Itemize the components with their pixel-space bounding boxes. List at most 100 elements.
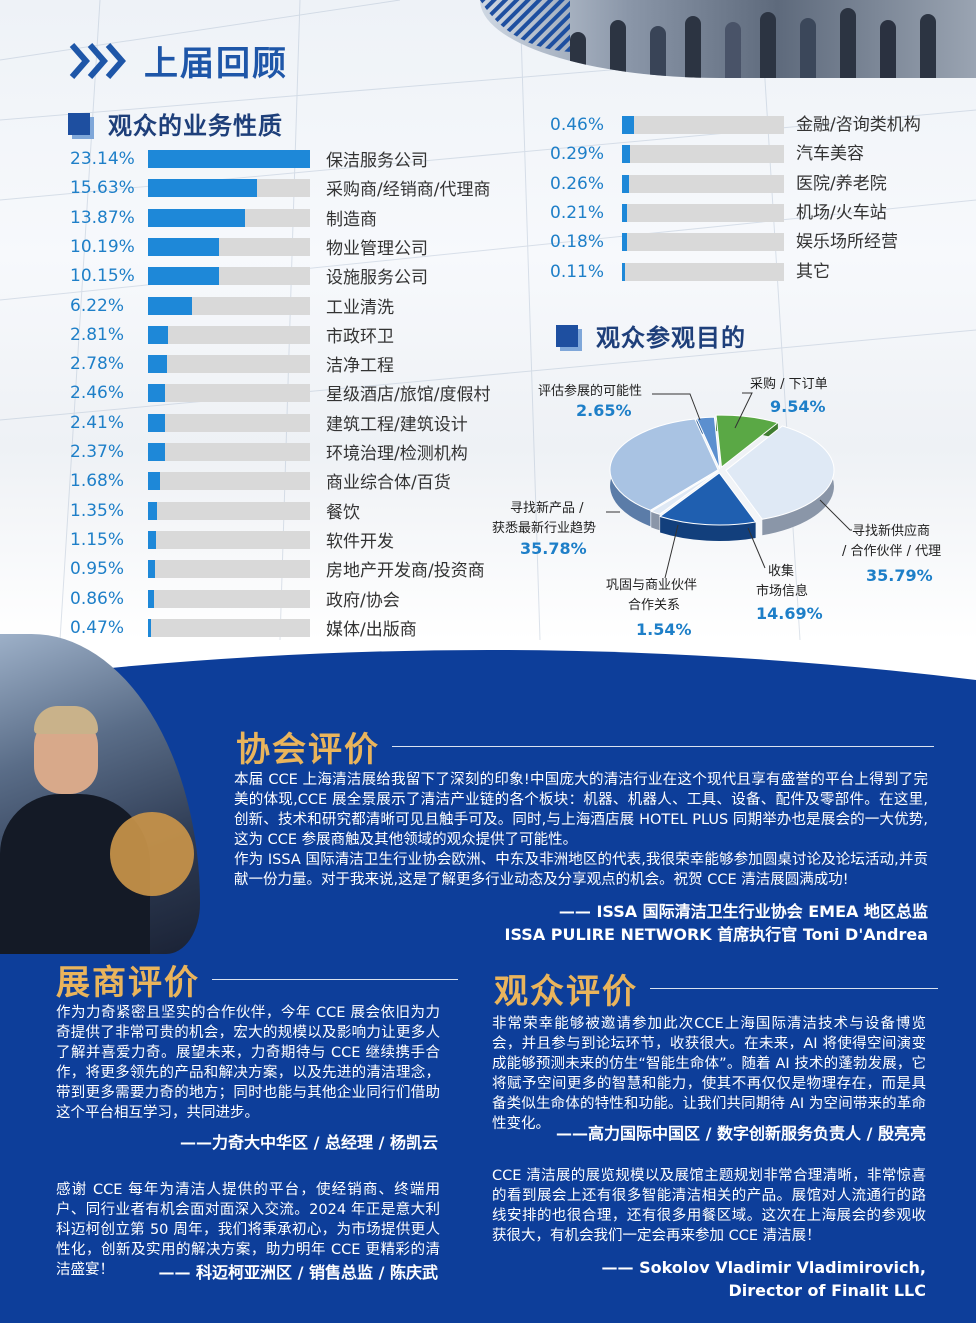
- bar-percent: 2.37%: [70, 442, 125, 462]
- bar: [622, 262, 625, 281]
- bar: [148, 618, 152, 637]
- bar-track: [148, 208, 310, 227]
- bar-track: [148, 443, 310, 461]
- bar-row: 2.41% 建筑工程/建筑设计: [70, 412, 510, 434]
- bar-row: 10.15% 设施服务公司: [70, 266, 510, 287]
- bar-label: 媒体/出版商: [326, 619, 417, 640]
- pie-label-supplier-1: 寻找新供应商: [852, 524, 931, 539]
- bar-percent: 23.14%: [70, 149, 135, 169]
- bar: [148, 355, 168, 374]
- pie-slice: [715, 414, 779, 469]
- bar-track: [148, 355, 310, 374]
- bar-label: 餐饮: [326, 502, 360, 523]
- bar-track: [148, 150, 310, 168]
- bar-label: 软件开发: [326, 531, 394, 552]
- bar-row: 1.68% 商业综合体/百货: [70, 471, 510, 492]
- bar-row: 13.87% 制造商: [70, 207, 510, 229]
- bar: [148, 325, 168, 344]
- bar-percent: 0.47%: [70, 617, 125, 638]
- visitor-signature-1: ——高力国际中国区 / 数字创新服务负责人 / 殷亮亮: [556, 1124, 926, 1143]
- bar-label: 机场/火车站: [796, 202, 887, 223]
- bar-row: 23.14% 保洁服务公司: [70, 149, 510, 170]
- bar-label: 市政环卫: [326, 326, 394, 347]
- bar-percent: 10.15%: [70, 266, 135, 287]
- bar: [148, 179, 258, 198]
- bar-track: [622, 233, 784, 252]
- pie-label-newproduct-1: 寻找新产品 /: [510, 501, 584, 516]
- exhibitor-review-1: 作为力奇紧密且坚实的合作伙伴，今年 CCE 展会依旧为力奇提供了非常可贵的机会，…: [56, 1005, 440, 1121]
- bar: [148, 530, 157, 549]
- bar-percent: 2.41%: [70, 412, 125, 433]
- bar-percent: 0.29%: [550, 144, 605, 165]
- bar-label: 金融/咨询类机构: [796, 115, 921, 135]
- pie-slice: [659, 472, 757, 526]
- header: 上届回顾: [68, 36, 288, 85]
- bar-percent: 6.22%: [70, 295, 125, 316]
- bar-track: [148, 384, 310, 403]
- bar-label: 政府/协会: [326, 590, 400, 611]
- pie-label-partner-1: 巩固与商业伙伴: [606, 578, 698, 593]
- pie-label-newproduct-2: 获悉最新行业趋势: [492, 521, 597, 536]
- visitor-heading: 观众评价: [494, 964, 938, 1013]
- exhibitor-review-2: 感谢 CCE 每年为清洁人提供的平台，使经销商、终端用户、同行业者有机会面对面深…: [56, 1182, 440, 1278]
- bar-percent: 0.95%: [70, 559, 125, 580]
- bar-percent: 0.26%: [550, 173, 605, 194]
- bar-track: [622, 145, 784, 164]
- pie-value-partner: 1.54%: [636, 620, 692, 639]
- chevrons-icon: [69, 42, 126, 79]
- bar: [622, 203, 628, 222]
- pie-value-supplier: 35.79%: [866, 566, 933, 585]
- business-bar-chart-right: 0.46% 金融/咨询类机构 0.29% 汽车美容 0.26% 医院/养老院 0.21% 机场…: [550, 116, 950, 296]
- bar-percent: 1.68%: [70, 471, 125, 492]
- bar-track: [148, 325, 310, 344]
- bar-label: 采购商/经销商/代理商: [326, 180, 491, 201]
- exhibitor-signature-2: —— 科迈柯亚洲区 / 销售总监 / 陈庆武: [158, 1263, 438, 1282]
- bar-label: 医院/养老院: [796, 173, 887, 194]
- bar: [148, 501, 158, 520]
- bar: [148, 208, 246, 227]
- pie-slice: [695, 416, 721, 470]
- bar-row: 2.81% 市政环卫: [70, 325, 510, 347]
- bar: [148, 443, 165, 461]
- pie-label-purchase: 采购 / 下订单: [750, 377, 828, 392]
- bar-percent: 1.35%: [70, 500, 125, 521]
- bar-percent: 0.11%: [550, 261, 605, 282]
- square-bullet-icon: [556, 324, 578, 347]
- bar: [148, 267, 220, 286]
- bar-row: 2.46% 星级酒店/旅馆/度假村: [70, 384, 510, 406]
- bar-label: 房地产开发商/投资商: [326, 561, 485, 582]
- bar: [148, 589, 155, 608]
- pie-slice-side: [651, 511, 660, 531]
- bar-track: [148, 413, 310, 432]
- bar-row: 0.11% 其它: [550, 261, 950, 282]
- purpose-section-title: 观众参观目的: [556, 318, 746, 353]
- bar-track: [148, 589, 310, 608]
- stripe-decoration: [480, 0, 570, 52]
- bar-label: 娱乐场所经营: [796, 232, 898, 253]
- bar-label: 星级酒店/旅馆/度假村: [326, 385, 491, 406]
- bar: [622, 145, 630, 164]
- bar: [148, 560, 155, 579]
- visitor-signature-2: —— Sokolov Vladimir Vladimirovich, Direc…: [601, 1258, 927, 1300]
- bar-track: [148, 530, 310, 549]
- bar-track: [148, 501, 310, 520]
- bar-row: 0.95% 房地产开发商/投资商: [70, 559, 510, 582]
- bar-label: 其它: [796, 261, 830, 282]
- association-review-text: 本届 CCE 上海清洁展给我留下了深刻的印象!中国庞大的清洁行业在这个现代且享有…: [234, 772, 928, 888]
- bar-row: 6.22% 工业清洗: [70, 295, 510, 317]
- pie-leader-lines: [606, 392, 852, 579]
- bar-label: 物业管理公司: [326, 238, 428, 259]
- bar: [148, 413, 165, 432]
- pie-slice: [609, 418, 719, 511]
- exhibitor-heading: 展商评价: [56, 955, 458, 1004]
- bar-percent: 13.87%: [70, 207, 135, 228]
- bar-row: 2.78% 洁净工程: [70, 355, 510, 375]
- bar-track: [622, 203, 784, 222]
- pie-value-purchase: 9.54%: [770, 397, 826, 416]
- pie-label-evaluate: 评估参展的可能性: [538, 384, 643, 399]
- bar-row: 0.86% 政府/协会: [70, 589, 510, 611]
- bar-row: 10.19% 物业管理公司: [70, 237, 510, 259]
- pie-label-market-1: 收集: [768, 564, 795, 579]
- bar-row: 0.29% 汽车美容: [550, 144, 950, 165]
